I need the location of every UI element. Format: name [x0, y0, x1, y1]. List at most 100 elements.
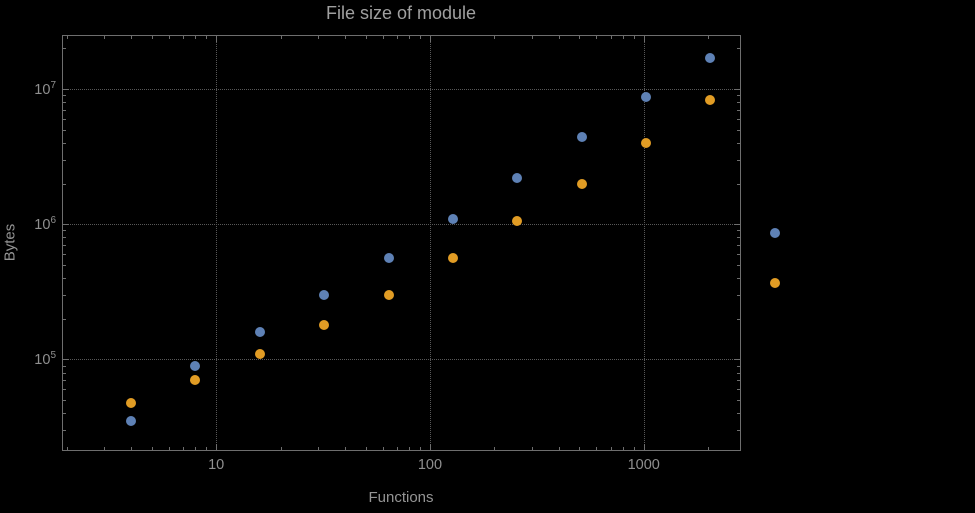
x-tick-label: 10	[208, 457, 225, 473]
x-tick-minor	[382, 36, 384, 39]
x-tick-minor	[183, 36, 185, 39]
data-point-series-orange	[640, 137, 651, 148]
x-tick-major	[216, 36, 218, 42]
data-point-series-blue	[254, 326, 265, 337]
x-tick-minor	[280, 36, 282, 39]
y-tick-minor	[63, 245, 66, 247]
x-tick-minor	[280, 447, 282, 450]
x-tick-minor	[409, 447, 411, 450]
y-tick-minor	[737, 400, 740, 402]
x-tick-label: 1000	[627, 457, 660, 473]
x-tick-minor	[596, 36, 598, 39]
x-tick-minor	[558, 36, 560, 39]
x-tick-minor	[708, 447, 710, 450]
x-tick-minor	[151, 36, 153, 39]
x-tick-minor	[318, 447, 320, 450]
y-tick-minor	[63, 278, 66, 280]
y-tick-minor	[63, 294, 66, 296]
data-point-series-orange	[576, 178, 587, 189]
x-tick-minor	[66, 447, 68, 450]
y-tick-minor	[63, 48, 66, 50]
x-tick-minor	[531, 447, 533, 450]
y-tick-minor	[63, 264, 66, 266]
y-tick-minor	[737, 430, 740, 432]
y-tick-exponent: 7	[50, 80, 56, 92]
x-tick-minor	[596, 447, 598, 450]
x-tick-minor	[623, 36, 625, 39]
y-tick-minor	[737, 237, 740, 239]
x-tick-minor	[344, 36, 346, 39]
data-point-series-orange	[705, 94, 716, 105]
y-tick-minor	[737, 372, 740, 374]
y-tick-minor	[63, 430, 66, 432]
y-tick-major	[734, 359, 740, 361]
x-tick-minor	[494, 447, 496, 450]
y-tick-minor	[737, 380, 740, 382]
x-tick-minor	[633, 36, 635, 39]
data-point-series-blue	[769, 228, 780, 239]
y-tick-minor	[737, 318, 740, 320]
y-tick-exponent: 5	[50, 350, 56, 362]
x-tick-minor	[579, 36, 581, 39]
x-tick-major	[216, 444, 218, 450]
data-point-series-blue	[190, 360, 201, 371]
x-tick-minor	[66, 36, 68, 39]
x-gridline	[216, 36, 218, 449]
y-tick-minor	[737, 183, 740, 185]
y-tick-minor	[63, 119, 66, 121]
y-tick-minor	[63, 102, 66, 104]
x-tick-minor	[558, 447, 560, 450]
x-tick-minor	[195, 447, 197, 450]
x-tick-major	[643, 36, 645, 42]
y-tick-minor	[737, 109, 740, 111]
x-tick-minor	[610, 36, 612, 39]
data-point-series-blue	[383, 253, 394, 264]
y-tick-minor	[63, 109, 66, 111]
x-tick-minor	[409, 36, 411, 39]
data-point-series-orange	[319, 319, 330, 330]
x-tick-minor	[633, 447, 635, 450]
y-tick-major	[63, 89, 69, 91]
y-tick-minor	[63, 389, 66, 391]
x-tick-minor	[579, 447, 581, 450]
x-tick-minor	[206, 447, 208, 450]
x-tick-minor	[494, 36, 496, 39]
chart-title: File size of module	[325, 3, 477, 23]
y-tick-base: 10	[34, 81, 51, 98]
x-gridline	[429, 36, 431, 449]
y-tick-minor	[737, 129, 740, 131]
y-tick-minor	[737, 119, 740, 121]
y-tick-minor	[737, 365, 740, 367]
y-tick-minor	[737, 278, 740, 280]
y-tick-minor	[63, 380, 66, 382]
plot-frame	[62, 35, 741, 451]
y-gridline	[63, 89, 739, 91]
y-tick-minor	[737, 264, 740, 266]
data-point-series-orange	[383, 289, 394, 300]
y-tick-label: 106	[8, 215, 56, 233]
x-tick-minor	[708, 36, 710, 39]
y-tick-exponent: 6	[50, 215, 56, 227]
y-gridline	[63, 224, 739, 226]
y-tick-minor	[63, 159, 66, 161]
data-point-series-blue	[512, 172, 523, 183]
data-point-series-orange	[254, 348, 265, 359]
data-point-series-orange	[769, 277, 780, 288]
y-tick-minor	[737, 142, 740, 144]
y-tick-minor	[63, 413, 66, 415]
x-tick-minor	[131, 36, 133, 39]
x-tick-minor	[151, 447, 153, 450]
x-tick-minor	[104, 447, 106, 450]
x-tick-minor	[168, 447, 170, 450]
y-tick-minor	[737, 254, 740, 256]
x-tick-minor	[168, 36, 170, 39]
y-tick-minor	[63, 183, 66, 185]
y-tick-major	[734, 89, 740, 91]
x-tick-minor	[420, 447, 422, 450]
y-tick-minor	[737, 230, 740, 232]
y-tick-minor	[737, 48, 740, 50]
y-tick-label: 107	[8, 80, 56, 98]
x-tick-minor	[318, 36, 320, 39]
y-tick-minor	[63, 129, 66, 131]
